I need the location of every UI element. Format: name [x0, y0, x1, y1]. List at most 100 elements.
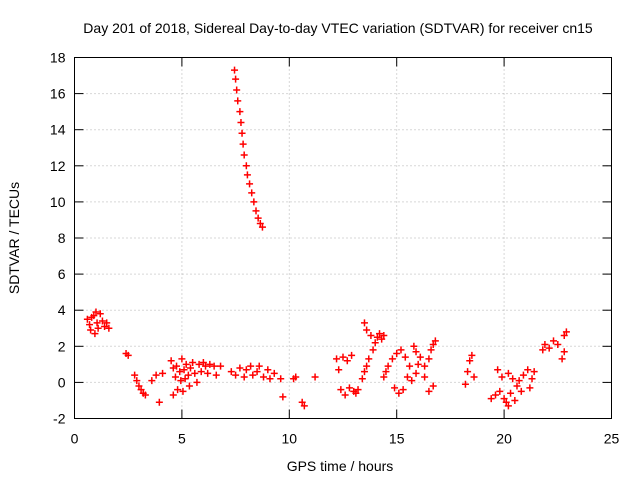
- data-point: [252, 207, 260, 215]
- data-point: [298, 398, 306, 406]
- data-point: [159, 369, 167, 377]
- data-point: [232, 371, 240, 379]
- data-point: [494, 366, 502, 374]
- data-point: [212, 371, 220, 379]
- x-tick-label: 0: [71, 431, 79, 447]
- data-point: [240, 373, 248, 381]
- data-point: [335, 366, 343, 374]
- data-point: [360, 319, 368, 327]
- data-point: [376, 330, 384, 338]
- data-point: [416, 353, 424, 361]
- data-point: [378, 335, 386, 343]
- data-point: [137, 386, 145, 394]
- data-point: [169, 391, 177, 399]
- data-point: [202, 362, 210, 370]
- data-point: [210, 362, 218, 370]
- data-point: [461, 380, 469, 388]
- data-point: [360, 368, 368, 376]
- data-point: [511, 396, 519, 404]
- data-point: [237, 118, 245, 126]
- data-point: [487, 395, 495, 403]
- data-point: [403, 373, 411, 381]
- data-point: [358, 375, 366, 383]
- data-point: [86, 321, 94, 329]
- data-point: [352, 389, 360, 397]
- data-point: [373, 333, 381, 341]
- y-tick-label: 18: [50, 50, 66, 66]
- data-point: [217, 362, 225, 370]
- y-tick-label: 4: [58, 302, 66, 318]
- data-point: [500, 395, 508, 403]
- data-point: [260, 373, 268, 381]
- data-point: [189, 359, 197, 367]
- data-point: [253, 368, 261, 376]
- data-point: [266, 375, 274, 383]
- data-point: [254, 214, 262, 222]
- data-point: [277, 375, 285, 383]
- data-point: [526, 384, 534, 392]
- data-point: [258, 223, 266, 231]
- data-point: [421, 373, 429, 381]
- data-point: [236, 364, 244, 372]
- data-point: [341, 391, 349, 399]
- data-point: [135, 382, 143, 390]
- data-point: [236, 108, 244, 116]
- data-point: [255, 362, 263, 370]
- data-point: [199, 359, 207, 367]
- data-point: [191, 369, 199, 377]
- data-point: [412, 369, 420, 377]
- data-point: [249, 371, 257, 379]
- data-point: [256, 220, 264, 228]
- data-point: [176, 368, 184, 376]
- data-point: [343, 357, 351, 365]
- y-tick-label: 16: [50, 86, 66, 102]
- data-point: [133, 377, 141, 385]
- x-tick-label: 10: [282, 431, 298, 447]
- data-point: [83, 315, 91, 323]
- y-tick-label: 12: [50, 158, 66, 174]
- data-point: [393, 350, 401, 358]
- data-point: [98, 317, 106, 325]
- data-point: [406, 362, 414, 370]
- data-point: [174, 386, 182, 394]
- x-axis-label: GPS time / hours: [287, 458, 394, 474]
- data-point: [105, 324, 113, 332]
- data-point: [545, 344, 553, 352]
- data-point: [498, 373, 506, 381]
- data-point: [333, 355, 341, 363]
- data-point: [425, 387, 433, 395]
- data-point: [184, 371, 192, 379]
- data-point: [412, 348, 420, 356]
- data-point: [250, 198, 258, 206]
- data-point: [427, 346, 435, 354]
- plot-frame: [74, 57, 612, 419]
- data-point: [517, 387, 525, 395]
- data-point: [421, 362, 429, 370]
- data-point: [148, 377, 156, 385]
- ticks: 0 5 10 15 20 25 -2 0 2 4 6 8 10 12 14 16 18: [50, 50, 620, 447]
- data-point: [504, 369, 512, 377]
- data-point: [354, 386, 362, 394]
- data-point: [173, 362, 181, 370]
- data-point: [103, 319, 111, 327]
- data-point: [363, 326, 371, 334]
- data-point: [399, 386, 407, 394]
- data-point: [410, 342, 418, 350]
- data-point: [101, 322, 109, 330]
- data-point: [238, 129, 246, 137]
- data-point: [181, 375, 189, 383]
- data-point: [414, 360, 422, 368]
- data-point: [515, 377, 523, 385]
- y-tick-label: 14: [50, 122, 66, 138]
- data-point: [464, 368, 472, 376]
- data-point: [380, 331, 388, 339]
- y-tick-label: 6: [58, 266, 66, 282]
- data-point: [365, 355, 373, 363]
- x-tick-label: 15: [389, 431, 405, 447]
- data-point: [507, 389, 515, 397]
- data-point: [401, 353, 409, 361]
- data-point: [492, 391, 500, 399]
- data-point: [232, 75, 240, 83]
- data-point: [242, 162, 250, 170]
- grid: [74, 57, 612, 419]
